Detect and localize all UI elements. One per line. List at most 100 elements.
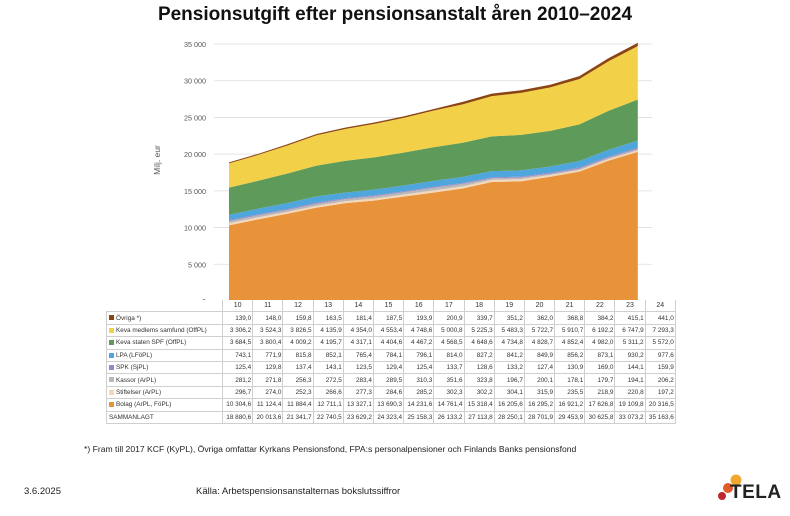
total-value: 20 013,6 <box>252 410 284 424</box>
data-label: 125,4 <box>221 360 254 375</box>
series-name: SPK (SjPL) <box>116 364 149 372</box>
data-label: 200,1 <box>523 373 556 387</box>
data-label: 351,6 <box>433 373 465 387</box>
stacked-areas <box>229 42 638 300</box>
data-label: 130,9 <box>554 360 586 375</box>
data-label: 285,2 <box>403 385 435 400</box>
data-label: 4 828,7 <box>523 336 556 350</box>
x-tick-label: 17 <box>433 300 465 313</box>
total-value: 28 250,1 <box>493 410 525 424</box>
data-label: 197,2 <box>644 385 676 400</box>
data-label: 271,8 <box>252 373 284 387</box>
legend-entry: Övriga *) <box>106 311 223 325</box>
table-row: Bolag (ArPL, FöPL) 10 304,6 11 124,4 11 884… <box>106 398 676 412</box>
data-label: 200,9 <box>433 311 465 325</box>
legend-swatch <box>109 340 114 346</box>
x-tick-label: 20 <box>523 300 556 313</box>
data-label: 19 109,8 <box>614 398 646 412</box>
x-tick-label: 14 <box>342 300 374 313</box>
data-label: 4 195,7 <box>312 336 344 350</box>
date-label: 3.6.2025 <box>24 486 61 497</box>
x-tick-label: 16 <box>403 300 435 313</box>
data-label: 771,9 <box>252 348 284 362</box>
total-value: 33 073,2 <box>614 410 646 424</box>
data-label: 4 852,4 <box>554 336 586 350</box>
data-label: 143,1 <box>312 360 344 375</box>
total-value: 25 158,3 <box>403 410 435 424</box>
data-label: 4 568,5 <box>433 336 465 350</box>
data-label: 127,4 <box>523 360 556 375</box>
data-label: 852,1 <box>312 348 344 362</box>
data-label: 277,3 <box>342 385 374 400</box>
data-label: 4 648,6 <box>463 336 495 350</box>
data-label: 784,1 <box>372 348 405 362</box>
legend-entry: Keva medlems samfund (OffPL) <box>106 323 223 338</box>
logo-dot-orange <box>723 483 733 493</box>
data-label: 4 553,4 <box>372 323 405 338</box>
total-value: 35 163,6 <box>644 410 676 424</box>
area-chart: 0 5 000 10 000 15 000 20 000 25 000 30 000 35 0… <box>152 40 652 300</box>
data-label: 7 293,3 <box>644 323 676 338</box>
data-label: 815,8 <box>282 348 314 362</box>
x-tick-label: 18 <box>463 300 495 313</box>
data-label: 4 135,9 <box>312 323 344 338</box>
data-label: 5 572,0 <box>644 336 676 350</box>
data-label: 441,0 <box>644 311 676 325</box>
legend-entry: SPK (SjPL) <box>106 360 223 375</box>
table-row: Keva staten SPF (OffPL) 3 684,5 3 800,4 4 0… <box>106 336 676 350</box>
y-axis-ticks: 0 5 000 10 000 15 000 20 000 25 000 30 000 35 0… <box>184 40 206 300</box>
table-row: Kassor (ArPL) 281,2 271,8 256,3 272,5 283,4 28… <box>106 373 676 387</box>
data-label: 148,0 <box>252 311 284 325</box>
data-label: 6 192,2 <box>584 323 616 338</box>
data-label: 20 316,5 <box>644 398 676 412</box>
data-label: 849,9 <box>523 348 556 362</box>
total-value: 29 453,9 <box>554 410 586 424</box>
legend-entry: LPA (LFöPL) <box>106 348 223 362</box>
data-label: 6 747,9 <box>614 323 646 338</box>
data-label: 415,1 <box>614 311 646 325</box>
tela-logo <box>718 474 742 500</box>
data-label: 137,4 <box>282 360 314 375</box>
series-name: Keva staten SPF (OffPL) <box>116 339 187 347</box>
series-name: Övriga *) <box>116 314 142 322</box>
total-value: 24 323,4 <box>372 410 405 424</box>
x-tick-label: 15 <box>372 300 405 313</box>
total-value: 18 880,6 <box>221 410 254 424</box>
data-label: 5 910,7 <box>554 323 586 338</box>
legend-swatch <box>109 364 114 370</box>
data-label: 283,4 <box>342 373 374 387</box>
legend-swatch <box>109 315 114 321</box>
legend-swatch <box>109 402 114 408</box>
logo-text: TELA <box>730 482 782 503</box>
total-value: 30 625,8 <box>584 410 616 424</box>
table-row: Keva medlems samfund (OffPL) 3 306,2 3 524… <box>106 323 676 338</box>
total-value: 28 701,9 <box>523 410 556 424</box>
totals-label: SAMMANLAGT <box>106 410 223 424</box>
data-label: 841,2 <box>493 348 525 362</box>
y-tick-label: 15 000 <box>184 187 206 196</box>
total-value: 23 629,2 <box>342 410 374 424</box>
x-tick-label: 12 <box>282 300 314 313</box>
legend-swatch <box>109 352 114 358</box>
data-label: 362,0 <box>523 311 556 325</box>
legend-swatch <box>109 389 114 395</box>
area-series <box>229 46 638 188</box>
logo-dot-red <box>718 492 726 500</box>
data-label: 289,5 <box>372 373 405 387</box>
data-label: 196,7 <box>493 373 525 387</box>
y-tick-label: 25 000 <box>184 113 206 122</box>
data-label: 16 921,2 <box>554 398 586 412</box>
legend-entry: Stiftelser (ArPL) <box>106 385 223 400</box>
data-label: 139,0 <box>221 311 254 325</box>
y-tick-label: 10 000 <box>184 224 206 233</box>
area-series <box>229 151 638 300</box>
data-label: 302,3 <box>433 385 465 400</box>
data-label: 235,5 <box>554 385 586 400</box>
data-label: 5 483,3 <box>493 323 525 338</box>
x-tick-label: 13 <box>312 300 344 313</box>
data-label: 4 734,8 <box>493 336 525 350</box>
x-tick-label: 23 <box>614 300 646 313</box>
data-label: 339,7 <box>463 311 495 325</box>
data-label: 351,2 <box>493 311 525 325</box>
data-label: 315,9 <box>523 385 556 400</box>
